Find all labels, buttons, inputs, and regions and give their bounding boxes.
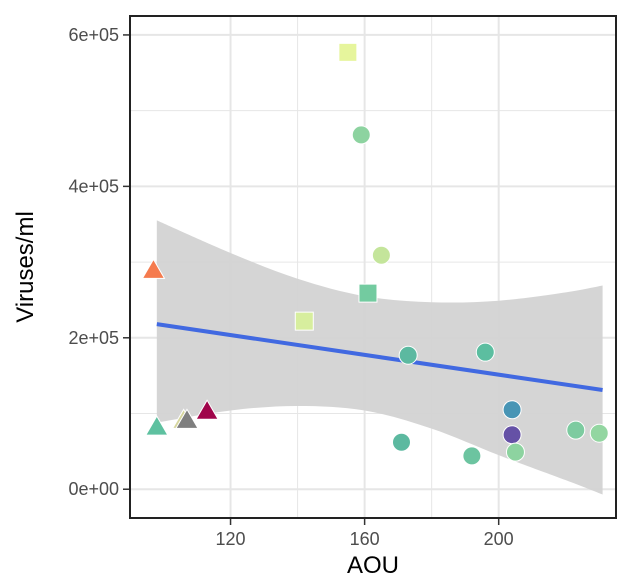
- data-point-square: [338, 42, 358, 62]
- data-point-triangle: [195, 399, 219, 420]
- data-point-circle: [589, 423, 609, 443]
- data-points: [141, 42, 609, 466]
- data-point-square: [294, 311, 314, 331]
- data-point-circle: [371, 245, 391, 265]
- panel-border: [129, 15, 617, 519]
- data-point-circle: [398, 345, 418, 365]
- x-tick-label: 200: [484, 529, 514, 549]
- y-tick-label: 4e+05: [68, 176, 119, 196]
- regression-line: [156, 322, 603, 393]
- data-point-triangle: [175, 408, 199, 429]
- x-axis-title: AOU: [347, 552, 399, 579]
- data-point-circle: [502, 400, 522, 420]
- data-point-circle: [502, 425, 522, 445]
- axes: 120 160 200 0e+00 2e+05 4e+05 6e+05: [68, 25, 513, 549]
- data-point-circle: [351, 125, 371, 145]
- data-point-circle: [475, 342, 495, 362]
- y-tick-label: 0e+00: [68, 479, 119, 499]
- regression-line-layer: [156, 322, 603, 393]
- data-point-triangle: [141, 258, 166, 279]
- data-point-circle: [566, 420, 586, 440]
- y-tick-label: 6e+05: [68, 25, 119, 45]
- data-point-square: [358, 283, 378, 303]
- y-axis-title: Viruses/ml: [12, 211, 39, 323]
- data-point-triangle: [144, 415, 169, 436]
- x-tick-label: 120: [216, 529, 246, 549]
- y-tick-label: 2e+05: [68, 328, 119, 348]
- data-point-circle: [505, 442, 525, 462]
- x-tick-label: 160: [350, 529, 380, 549]
- data-point-circle: [391, 432, 411, 452]
- data-point-circle: [462, 446, 482, 466]
